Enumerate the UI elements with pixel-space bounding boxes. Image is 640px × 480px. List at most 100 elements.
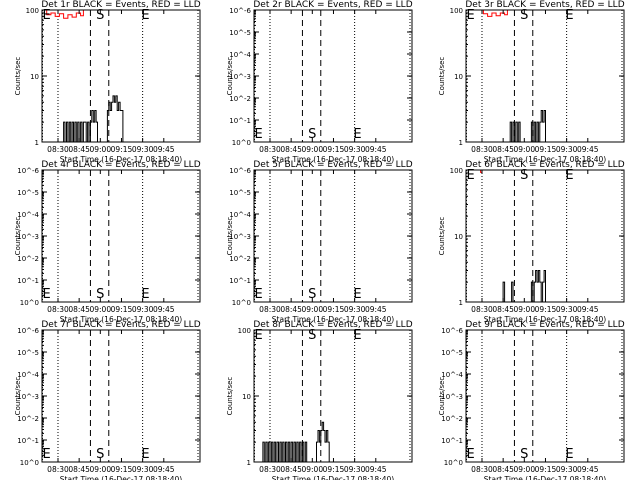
chart-5-marker-e: E — [353, 287, 361, 302]
chart-8-xtick-label: 09:15 — [323, 465, 345, 474]
chart-3-marker-e: E — [565, 8, 573, 23]
chart-4-xtick-label: 09:15 — [111, 305, 133, 314]
chart-5-xtick-label: 09:45 — [365, 305, 387, 314]
chart-3-series-2 — [479, 9, 508, 17]
chart-6-ylabel: Counts/sec — [438, 217, 446, 256]
chart-5-xtick-label: 09:00 — [301, 305, 323, 314]
chart-4: Det 4r BLACK = Events, RED = LLD 08:30 08:… — [14, 160, 201, 324]
chart-1-xtick-label: 09:00 — [89, 145, 111, 154]
chart-7-marker-s: S — [96, 447, 104, 462]
chart-2-ylabel: Counts/sec — [226, 57, 234, 96]
chart-3-ytick-label: 100 — [450, 7, 463, 15]
chart-9-xlabel: Start Time (16-Dec-17 08:18:40) — [484, 475, 606, 480]
chart-5-frame — [253, 169, 413, 303]
chart-6-marker-e: E — [565, 168, 573, 183]
chart-8-xtick-label: 09:00 — [301, 465, 323, 474]
chart-3-series-1 — [508, 110, 546, 143]
chart-7-ytick-label: 10^-1 — [17, 437, 39, 445]
chart-5-ytick-label: 10^-5 — [229, 189, 251, 197]
chart-7-ytick-label: 10^-2 — [17, 415, 39, 423]
chart-8-xtick-label: 09:30 — [344, 465, 366, 474]
chart-3-xlabel: Start Time (16-Dec-17 08:18:40) — [484, 155, 606, 164]
chart-1-frame — [41, 9, 201, 143]
chart-5-marker-s: S — [308, 287, 316, 302]
chart-6-xlabel: Start Time (16-Dec-17 08:18:40) — [484, 315, 606, 324]
chart-6-xtick-label: 09:45 — [577, 305, 599, 314]
chart-4-xtick-label: 08:30 — [47, 305, 69, 314]
chart-2-title: Det 2r BLACK = Events, RED = LLD — [253, 0, 412, 10]
chart-9-xtick-label: 09:30 — [556, 465, 578, 474]
chart-1: Det 1r BLACK = Events, RED = LLD 08:30 08:… — [14, 0, 201, 164]
chart-8-xtick-label: 09:45 — [365, 465, 387, 474]
chart-1-xtick-label: 09:15 — [111, 145, 133, 154]
chart-9-ytick-label: 10^-1 — [441, 437, 463, 445]
chart-1-xlabel: Start Time (16-Dec-17 08:18:40) — [60, 155, 182, 164]
chart-6-series-1 — [501, 270, 546, 303]
chart-3-xtick-label: 09:15 — [535, 145, 557, 154]
chart-9-ytick-label: 10^-2 — [441, 415, 463, 423]
chart-9-marker-e: E — [466, 447, 474, 462]
chart-7-xtick-label: 08:45 — [68, 465, 90, 474]
chart-1-ytick-label: 100 — [26, 7, 39, 15]
chart-2-ytick-label: 10^-3 — [229, 73, 251, 81]
chart-5-marker-e: E — [254, 287, 262, 302]
chart-4-ytick-label: 10^0 — [20, 299, 39, 307]
chart-1-marker-s: S — [96, 8, 104, 23]
chart-7-ytick-label: 10^0 — [20, 459, 39, 467]
chart-9-xtick-label: 09:15 — [535, 465, 557, 474]
chart-6-title: Det 6r BLACK = Events, RED = LLD — [465, 160, 624, 170]
chart-9: Det 9r BLACK = Events, RED = LLD 08:30 08:… — [438, 320, 625, 480]
chart-1-marker-e: E — [141, 8, 149, 23]
chart-7-xtick-label: 09:45 — [153, 465, 175, 474]
chart-6-xtick-label: 08:45 — [492, 305, 514, 314]
chart-7-xtick-label: 09:30 — [132, 465, 154, 474]
chart-1-ytick-label: 10 — [30, 73, 39, 81]
chart-3-ylabel: Counts/sec — [438, 57, 446, 96]
chart-4-ylabel: Counts/sec — [14, 217, 22, 256]
chart-3-xtick-label: 09:30 — [556, 145, 578, 154]
chart-7-ytick-label: 10^-4 — [17, 371, 39, 379]
chart-4-ytick-label: 10^-3 — [17, 233, 39, 241]
chart-4-ytick-label: 10^-2 — [17, 255, 39, 263]
chart-4-frame — [41, 169, 201, 303]
chart-3-ytick-label: 1 — [459, 139, 463, 147]
chart-9-xtick-label: 09:00 — [513, 465, 535, 474]
chart-5-xlabel: Start Time (16-Dec-17 08:18:40) — [272, 315, 394, 324]
chart-7-ylabel: Counts/sec — [14, 377, 22, 416]
chart-6-ytick-label: 100 — [450, 167, 463, 175]
chart-5-ytick-label: 10^-3 — [229, 233, 251, 241]
chart-1-marker-e: E — [42, 8, 50, 23]
chart-3-marker-e: E — [466, 8, 474, 23]
chart-2-xtick-label: 09:00 — [301, 145, 323, 154]
chart-8-xtick-label: 08:45 — [280, 465, 302, 474]
chart-3-xtick-label: 09:00 — [513, 145, 535, 154]
chart-5-ytick-label: 10^-1 — [229, 277, 251, 285]
chart-5-ytick-label: 10^0 — [232, 299, 251, 307]
chart-1-series-1 — [62, 95, 124, 143]
chart-1-xtick-label: 09:45 — [153, 145, 175, 154]
chart-2-xtick-label: 09:30 — [344, 145, 366, 154]
chart-4-xtick-label: 09:00 — [89, 305, 111, 314]
chart-7-ytick-label: 10^-3 — [17, 393, 39, 401]
chart-2-xtick-label: 08:45 — [280, 145, 302, 154]
chart-8-xtick-label: 08:30 — [259, 465, 281, 474]
chart-5-ylabel: Counts/sec — [226, 217, 234, 256]
chart-9-xtick-label: 08:45 — [492, 465, 514, 474]
chart-5-xtick-label: 08:30 — [259, 305, 281, 314]
chart-9-frame — [465, 329, 625, 463]
chart-8-ytick-label: 1 — [247, 459, 251, 467]
chart-9-ylabel: Counts/sec — [438, 377, 446, 416]
chart-4-xtick-label: 08:45 — [68, 305, 90, 314]
chart-8-marker-e: E — [254, 328, 262, 343]
chart-2-frame — [253, 9, 413, 143]
chart-4-ytick-label: 10^-6 — [17, 167, 39, 175]
chart-4-marker-e: E — [42, 287, 50, 302]
chart-3-xtick-label: 08:45 — [492, 145, 514, 154]
chart-8-marker-s: S — [308, 328, 316, 343]
chart-4-ytick-label: 10^-5 — [17, 189, 39, 197]
chart-8-ylabel: Counts/sec — [226, 377, 234, 416]
chart-3-ytick-label: 10 — [454, 73, 463, 81]
chart-2-xlabel: Start Time (16-Dec-17 08:18:40) — [272, 155, 394, 164]
chart-6-xtick-label: 09:30 — [556, 305, 578, 314]
